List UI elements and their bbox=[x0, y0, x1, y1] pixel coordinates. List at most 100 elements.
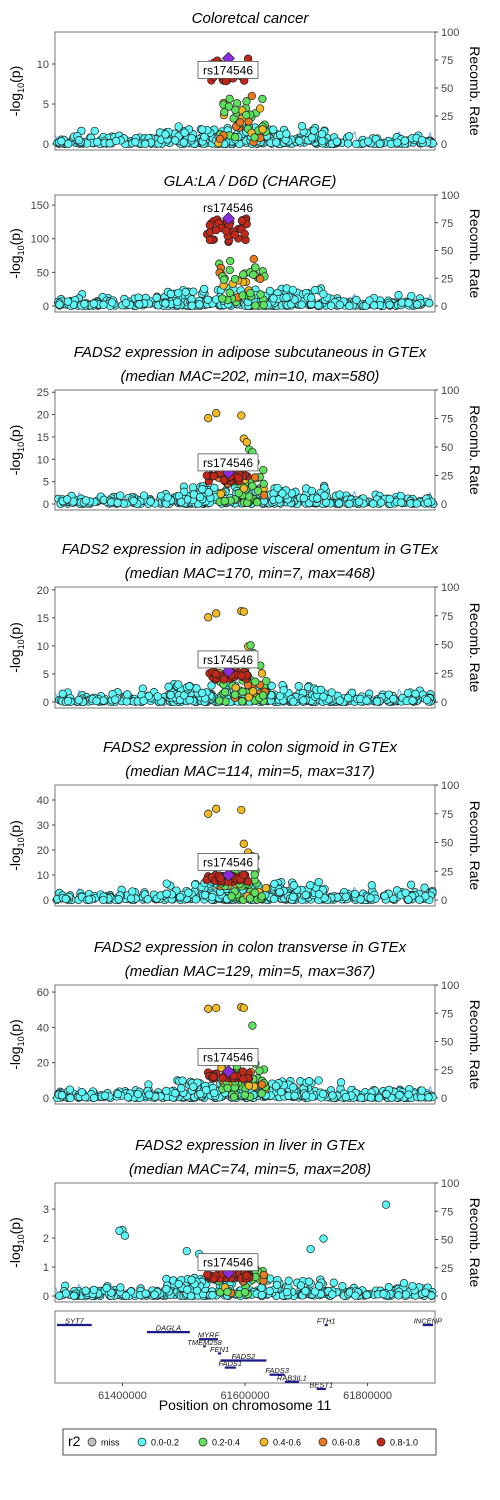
snp-point bbox=[366, 1093, 376, 1102]
snp-point bbox=[245, 894, 255, 903]
y-tick-label: 20 bbox=[37, 1058, 49, 1070]
snp-point bbox=[63, 495, 72, 504]
snp-point bbox=[275, 887, 284, 897]
snp-point-highlight bbox=[182, 1246, 191, 1256]
snp-point bbox=[313, 494, 322, 503]
y-tick-label: 0 bbox=[43, 1093, 49, 1105]
legend-label: 0.2-0.4 bbox=[212, 1438, 240, 1448]
snp-point bbox=[187, 133, 196, 143]
snp-point bbox=[146, 497, 155, 506]
snp-point bbox=[251, 301, 260, 310]
y-tick-label: 10 bbox=[37, 870, 49, 882]
recomb-tick-label: 100 bbox=[441, 980, 459, 992]
snp-point bbox=[258, 125, 267, 134]
lead-snp-label: rs174546 bbox=[203, 856, 253, 870]
legend-label: miss bbox=[101, 1438, 120, 1448]
snp-point bbox=[278, 489, 287, 498]
snp-point bbox=[244, 492, 254, 501]
snp-point bbox=[89, 299, 98, 308]
x-axis-label: Position on chromosome 11 bbox=[159, 1397, 332, 1413]
y-tick-label: 0 bbox=[43, 895, 49, 907]
snp-point bbox=[289, 892, 298, 902]
panel-title: FADS2 expression in adipose visceral ome… bbox=[62, 541, 439, 558]
snp-point-high-ld bbox=[240, 229, 249, 239]
snp-point bbox=[70, 1291, 79, 1300]
recomb-tick-label: 75 bbox=[441, 611, 453, 623]
snp-point bbox=[336, 1078, 346, 1087]
snp-point bbox=[380, 891, 389, 901]
snp-point bbox=[225, 94, 234, 103]
snp-point bbox=[269, 125, 278, 134]
snp-point bbox=[239, 484, 249, 493]
recomb-tick-label: 75 bbox=[441, 414, 453, 426]
y-tick-label: 150 bbox=[31, 200, 49, 212]
snp-point bbox=[272, 138, 281, 147]
snp-point bbox=[408, 696, 417, 705]
snp-point bbox=[423, 498, 432, 507]
snp-point bbox=[81, 496, 91, 505]
snp-point bbox=[240, 1288, 250, 1297]
recomb-axis-label: Recomb. Rate bbox=[467, 1198, 483, 1288]
snp-point bbox=[223, 1287, 232, 1297]
snp-point bbox=[316, 685, 326, 694]
y-tick-label: 20 bbox=[37, 845, 49, 857]
snp-point bbox=[231, 683, 240, 692]
snp-point bbox=[185, 696, 194, 705]
snp-point bbox=[269, 894, 279, 904]
snp-point bbox=[376, 498, 386, 507]
snp-point bbox=[162, 889, 171, 898]
snp-point bbox=[139, 696, 148, 705]
y-label-main: -log bbox=[7, 1244, 23, 1267]
snp-point bbox=[177, 497, 186, 507]
snp-point bbox=[179, 138, 188, 147]
snp-point-high-ld bbox=[211, 669, 220, 678]
y-tick-label: 5 bbox=[43, 477, 49, 489]
gene-label: SYT7 bbox=[65, 1317, 85, 1326]
snp-point-highlight bbox=[248, 1021, 257, 1030]
snp-point bbox=[257, 669, 267, 678]
snp-point-high-ld bbox=[211, 225, 221, 235]
snp-point-high-ld bbox=[234, 473, 244, 483]
snp-point bbox=[218, 294, 227, 303]
snp-point bbox=[307, 486, 317, 496]
snp-point bbox=[314, 877, 323, 887]
y-tick-label: 0 bbox=[43, 139, 49, 151]
gene-label: FEN1 bbox=[210, 1345, 229, 1354]
snp-point bbox=[174, 680, 183, 689]
snp-point bbox=[162, 879, 171, 888]
snp-point bbox=[113, 1089, 123, 1099]
snp-point bbox=[321, 498, 331, 507]
snp-point bbox=[116, 491, 125, 500]
snp-point-highlight bbox=[319, 1234, 328, 1243]
lead-snp-label: rs174546 bbox=[203, 201, 253, 215]
panel-title: (median MAC=129, min=5, max=367) bbox=[125, 963, 376, 980]
snp-point bbox=[227, 892, 236, 901]
snp-point bbox=[187, 301, 197, 310]
snp-point bbox=[253, 498, 262, 507]
snp-point bbox=[166, 690, 175, 700]
snp-point bbox=[131, 137, 140, 147]
lead-snp-label: rs174546 bbox=[203, 456, 253, 470]
snp-point bbox=[369, 301, 379, 310]
recomb-tick-label: 0 bbox=[441, 499, 447, 511]
snp-point bbox=[404, 895, 413, 904]
snp-point bbox=[307, 133, 317, 142]
snp-point-highlight bbox=[242, 438, 251, 447]
y-tick-label: 40 bbox=[37, 1022, 49, 1034]
recomb-axis-label: Recomb. Rate bbox=[467, 603, 483, 693]
snp-point bbox=[354, 497, 364, 506]
panel-6: FADS2 expression in colon transverse in … bbox=[7, 939, 483, 1105]
snp-point bbox=[201, 1085, 211, 1095]
y-tick-label: 50 bbox=[37, 267, 49, 279]
snp-point bbox=[238, 697, 247, 706]
snp-point bbox=[306, 881, 315, 890]
snp-point bbox=[270, 879, 279, 889]
legend: r2 miss 0.0-0.2 0.2-0.4 0.4-0.6 0.6-0.8 0.8-1.… bbox=[62, 1428, 437, 1456]
snp-point bbox=[215, 696, 224, 705]
snp-point bbox=[210, 1088, 219, 1098]
snp-point-highlight bbox=[212, 1003, 221, 1013]
snp-point bbox=[351, 139, 361, 149]
snp-point bbox=[250, 473, 260, 482]
recomb-tick-label: 0 bbox=[441, 1291, 447, 1303]
snp-point bbox=[208, 892, 217, 902]
